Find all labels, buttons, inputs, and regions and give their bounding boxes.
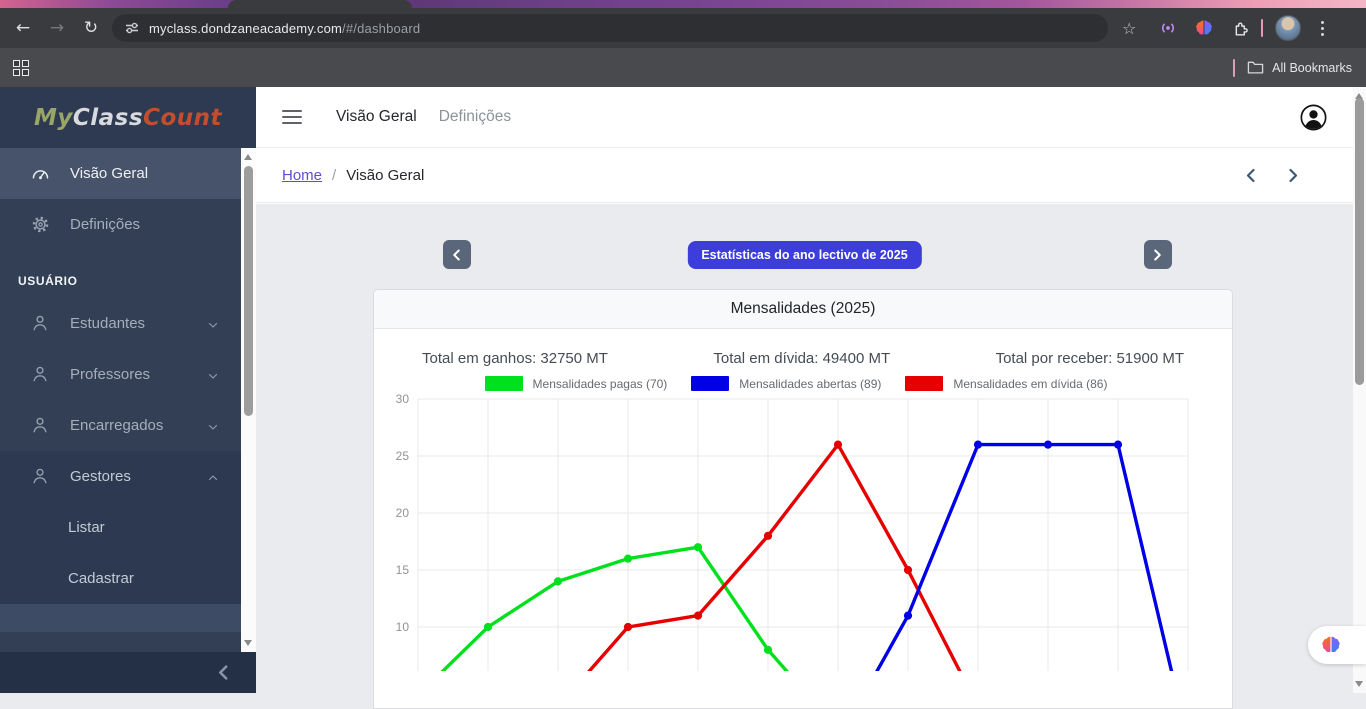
total-stat: Total em dívida: 49400 MT xyxy=(713,350,891,367)
stats-next-button[interactable] xyxy=(1143,240,1172,269)
toolbar-separator xyxy=(1261,19,1264,37)
breadcrumb-next-icon[interactable] xyxy=(1287,168,1299,183)
topnav-link-visão-geral[interactable]: Visão Geral xyxy=(336,108,417,125)
sidebar-item-professores[interactable]: Professores xyxy=(0,349,241,400)
sidebar-item-visão-geral[interactable]: Visão Geral xyxy=(0,148,241,199)
person-icon xyxy=(30,364,51,385)
extensions-puzzle-icon[interactable] xyxy=(1230,19,1249,38)
page-scroll-up-icon[interactable] xyxy=(1355,93,1363,99)
main-area: Visão Geral Definições Home / Visão Geral xyxy=(256,87,1353,709)
sidebar-scrollbar-thumb[interactable] xyxy=(244,166,253,416)
sidebar-menu: Visão Geral Definições USUÁRIO Estudantes… xyxy=(0,148,241,652)
total-stat: Total por receber: 51900 MT xyxy=(995,350,1184,367)
sidebar: My Class Count Visão Geral Definições USUÁR… xyxy=(0,87,256,693)
gear-icon xyxy=(30,214,51,235)
browser-menu-icon[interactable] xyxy=(1307,20,1337,36)
chevron-down-icon xyxy=(207,318,219,330)
site-settings-icon[interactable] xyxy=(124,20,140,36)
forward-icon[interactable]: → xyxy=(49,18,65,38)
legend-swatch[interactable] xyxy=(484,376,523,391)
page-scrollbar[interactable] xyxy=(1353,87,1366,693)
user-avatar-icon[interactable] xyxy=(1300,104,1327,131)
chevron-up-icon xyxy=(207,471,219,483)
sidebar-item-partial[interactable] xyxy=(0,604,241,632)
bookmarks-separator xyxy=(1233,58,1236,77)
apps-grid-icon[interactable] xyxy=(13,59,29,76)
sidebar-subitem-label: Listar xyxy=(68,519,105,536)
svg-text:30: 30 xyxy=(396,393,410,406)
breadcrumb-prev-icon[interactable] xyxy=(1245,168,1257,183)
sidebar-subitem-cadastrar[interactable]: Cadastrar xyxy=(0,553,241,604)
chevron-down-icon xyxy=(207,420,219,432)
breadcrumb-separator: / xyxy=(332,166,337,184)
floating-brain-button[interactable] xyxy=(1308,626,1366,664)
browser-toolbar: ← → ↻ myclass.dondzaneacademy.com/#/dash… xyxy=(0,8,1366,48)
sidebar-item-encarregados[interactable]: Encarregados xyxy=(0,400,241,451)
sidebar-item-label: Definições xyxy=(70,216,141,233)
sidebar-item-label: Encarregados xyxy=(70,417,164,434)
sidebar-item-label: Estudantes xyxy=(70,315,146,332)
mensalidades-card: Mensalidades (2025) Total em ganhos: 327… xyxy=(373,289,1233,709)
reload-icon[interactable]: ↻ xyxy=(83,18,99,38)
url-text[interactable]: myclass.dondzaneacademy.com/#/dashboard xyxy=(149,20,421,36)
person-icon xyxy=(30,415,51,436)
gauge-icon xyxy=(30,163,51,184)
sidebar-item-definições[interactable]: Definições xyxy=(0,199,241,250)
sidebar-item-label: Visão Geral xyxy=(70,165,149,182)
app-logo[interactable]: My Class Count xyxy=(0,87,256,148)
address-bar[interactable]: myclass.dondzaneacademy.com/#/dashboard xyxy=(112,14,1108,42)
cast-extension-icon[interactable] xyxy=(1158,18,1178,38)
dashboard-content: Estatísticas do ano lectivo de 2025 Mens… xyxy=(256,204,1353,709)
breadcrumb: Home / Visão Geral xyxy=(256,148,1353,203)
page-scrollbar-thumb[interactable] xyxy=(1355,98,1364,385)
sidebar-item-gestores[interactable]: Gestores xyxy=(0,451,241,502)
svg-text:15: 15 xyxy=(396,563,410,577)
breadcrumb-current: Visão Geral xyxy=(346,166,425,184)
sidebar-item-estudantes[interactable]: Estudantes xyxy=(0,298,241,349)
totals-row: Total em ganhos: 32750 MT Total em dívida… xyxy=(374,329,1232,367)
bookmarks-bar: All Bookmarks xyxy=(0,48,1366,87)
person-icon xyxy=(30,466,51,487)
person-icon xyxy=(30,313,51,334)
sidebar-subitem-listar[interactable]: Listar xyxy=(0,502,241,553)
folder-icon xyxy=(1247,61,1264,74)
sidebar-item-label: Gestores xyxy=(70,468,131,485)
scroll-down-arrow-icon[interactable] xyxy=(244,640,252,646)
svg-text:10: 10 xyxy=(396,620,410,634)
svg-text:25: 25 xyxy=(396,449,410,463)
back-icon[interactable]: ← xyxy=(15,18,31,38)
browser-theme-strip xyxy=(0,0,1366,8)
topnav-link-definições[interactable]: Definições xyxy=(438,108,512,125)
sidebar-scrollbar[interactable] xyxy=(241,148,256,652)
stats-year-title[interactable]: Estatísticas do ano lectivo de 2025 xyxy=(687,241,922,269)
legend-swatch[interactable] xyxy=(905,376,944,391)
profile-avatar[interactable] xyxy=(1275,15,1302,41)
stats-prev-button[interactable] xyxy=(442,240,471,269)
sidebar-collapse-bar[interactable] xyxy=(0,652,256,693)
chart-legend: Mensalidades pagas (70) Mensalidades aber… xyxy=(374,376,1232,391)
legend-swatch[interactable] xyxy=(691,376,730,391)
sidebar-subitem-label: Cadastrar xyxy=(68,570,134,587)
chevron-down-icon xyxy=(207,369,219,381)
app-window: My Class Count Visão Geral Definições USUÁR… xyxy=(0,87,1366,709)
sidebar-item-label: Professores xyxy=(70,366,151,383)
page-scroll-down-icon[interactable] xyxy=(1355,681,1363,687)
collapse-left-icon[interactable] xyxy=(217,665,230,680)
all-bookmarks-label[interactable]: All Bookmarks xyxy=(1272,60,1352,75)
app-topbar: Visão Geral Definições xyxy=(256,87,1353,148)
card-title: Mensalidades (2025) xyxy=(374,290,1232,329)
scroll-up-arrow-icon[interactable] xyxy=(244,154,252,160)
legend-label[interactable]: Mensalidades abertas (89) xyxy=(739,376,882,391)
sidebar-section-usuario: USUÁRIO xyxy=(18,274,78,288)
legend-label[interactable]: Mensalidades pagas (70) xyxy=(532,376,668,391)
legend-label[interactable]: Mensalidades em dívida (86) xyxy=(953,376,1108,391)
mensalidades-chart: 51015202530 xyxy=(396,392,1189,709)
total-stat: Total em ganhos: 32750 MT xyxy=(422,350,608,367)
bookmark-star-icon[interactable]: ☆ xyxy=(1122,18,1137,38)
brain-extension-icon[interactable] xyxy=(1194,19,1214,37)
hamburger-menu-icon[interactable] xyxy=(282,110,302,124)
svg-text:20: 20 xyxy=(396,506,410,520)
browser-tab[interactable] xyxy=(228,0,412,8)
breadcrumb-home-link[interactable]: Home xyxy=(282,166,323,184)
